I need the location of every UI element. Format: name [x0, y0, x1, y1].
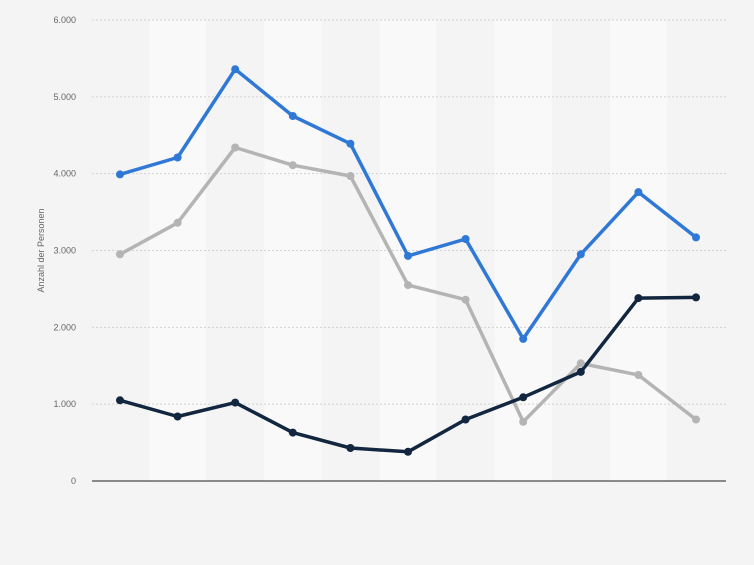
- series-2-point: [346, 172, 355, 180]
- series-3-point: [692, 293, 700, 302]
- series-3-point: [461, 415, 470, 424]
- series-1-point: [231, 65, 240, 74]
- series-1-point: [576, 250, 585, 259]
- series-1-point: [692, 233, 700, 242]
- series-3-point: [288, 428, 297, 437]
- series-2-point: [692, 415, 700, 424]
- series-2-point: [116, 250, 124, 259]
- series-1-point: [634, 188, 643, 197]
- series-2-point: [576, 359, 585, 368]
- series-2-point: [173, 218, 182, 227]
- y-tick-label: 1.000: [53, 399, 76, 409]
- series-2-point: [404, 281, 412, 290]
- series-3-point: [576, 367, 585, 376]
- series-2-point: [288, 161, 297, 170]
- series-3-point: [346, 444, 355, 452]
- y-tick-label: 5.000: [53, 92, 76, 102]
- series-2-point: [461, 295, 470, 304]
- y-tick-label: 6.000: [53, 15, 76, 25]
- gridlines: [92, 19, 726, 405]
- series-3-point: [231, 398, 240, 407]
- y-axis-tick-labels: 0 1.000 2.000 3.000 4.000 5.000 6.000: [53, 15, 76, 486]
- column-band: [609, 20, 667, 481]
- series-3-point: [404, 447, 412, 456]
- series-1-point: [346, 139, 355, 148]
- series-1-point: [404, 251, 412, 260]
- y-tick-label: 4.000: [53, 169, 76, 179]
- series-3-point: [116, 396, 124, 405]
- series-3-point: [519, 393, 528, 402]
- series-3-point: [634, 294, 643, 303]
- series-2-point: [634, 371, 643, 379]
- series-1-point: [519, 334, 528, 343]
- series-points: [116, 65, 700, 456]
- series-2-point: [231, 143, 240, 152]
- series-1-point: [173, 153, 182, 162]
- y-tick-label: 3.000: [53, 246, 76, 256]
- series-1-point: [288, 112, 297, 120]
- series-1-point: [116, 170, 124, 179]
- series-2-point: [519, 417, 528, 426]
- series-1-point: [461, 235, 470, 243]
- series-3-point: [173, 412, 182, 421]
- y-tick-label: 2.000: [53, 322, 76, 332]
- y-tick-label: 0: [71, 476, 76, 486]
- column-band: [494, 20, 552, 481]
- y-axis-title: Anzahl der Personen: [36, 208, 46, 292]
